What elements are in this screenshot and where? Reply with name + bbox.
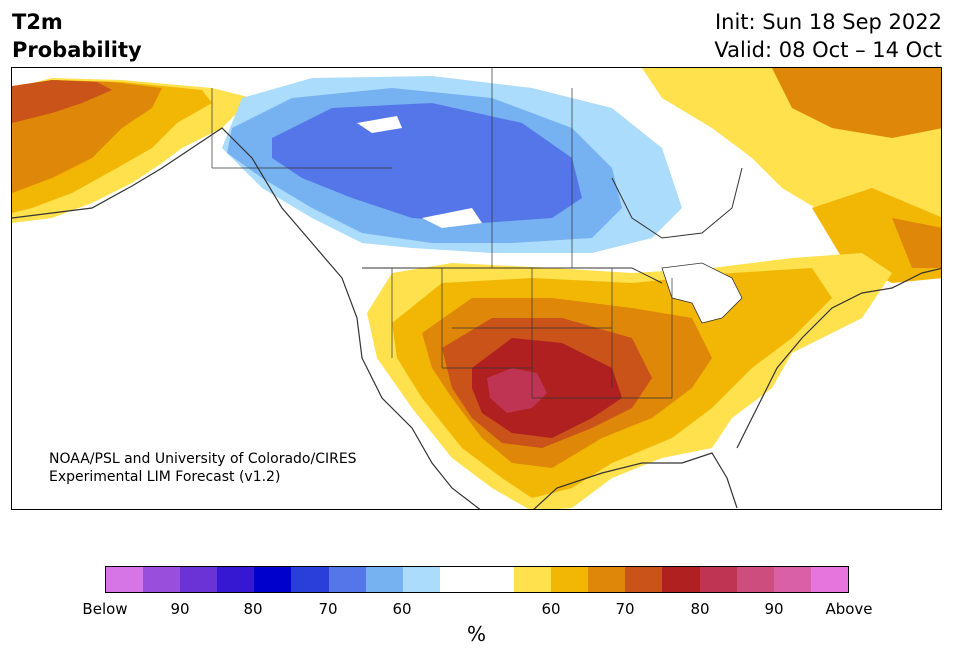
colorbar-segment [143,567,181,592]
colorbar-tick-label: 60 [392,600,412,618]
colorbar-segment [514,567,552,592]
date-info: Init: Sun 18 Sep 2022 Valid: 08 Oct – 14… [714,8,942,64]
colorbar-segment [365,567,403,592]
colorbar-tick-label: Above [825,600,873,618]
alaska-above-75 [12,80,112,123]
colorbar-segment [625,567,663,592]
colorbar-segment [588,567,626,592]
coastline-west [12,127,481,509]
colorbar-segment [217,567,255,592]
title-variable: T2m [12,10,63,34]
colorbar-tick-label: 80 [243,600,263,618]
colorbar-segment [328,567,366,592]
colorbar-tick-label: 80 [690,600,710,618]
colorbar-segment [736,567,774,592]
init-date: Init: Sun 18 Sep 2022 [714,10,942,34]
colorbar-tick-label: 70 [615,600,635,618]
lake-winnipeg [422,208,482,228]
valid-range: Valid: 08 Oct – 14 Oct [714,38,942,62]
coastline-gulf [533,452,738,509]
hudson-bay-coast [611,167,743,239]
credit-line1: NOAA/PSL and University of Colorado/CIRE… [49,451,357,467]
colorbar-segment [180,567,218,592]
colorbar [105,566,849,593]
greenland-above-60 [772,68,941,138]
colorbar-segment [476,567,515,592]
us-canada-border [362,267,663,284]
title-type: Probability [12,38,142,62]
credit-line2: Experimental LIM Forecast (v1.2) [49,469,281,485]
colorbar-tick-label: Below [82,600,128,618]
colorbar-segment [402,567,440,592]
canada-below-70 [272,103,582,223]
us-above-80 [472,338,622,438]
colorbar-segment [439,567,477,592]
colorbar-unit: % [467,622,487,646]
colorbar-segment [551,567,589,592]
map-title: T2m Probability [12,8,142,64]
colorbar-segment [773,567,811,592]
colorbar-segment [254,567,292,592]
colorbar-segment [810,567,848,592]
colorbar-tick-label: 90 [170,600,190,618]
coastline-east [736,267,941,449]
probability-map [11,67,942,510]
great-bear-lake [357,116,402,133]
credit-text: NOAA/PSL and University of Colorado/CIRE… [49,450,357,486]
colorbar-segment [699,567,737,592]
colorbar-segment [106,567,144,592]
great-lakes [661,262,743,324]
colorbar-tick-label: 70 [318,600,338,618]
colorbar-tick-label: 60 [541,600,561,618]
colorbar-segment [662,567,700,592]
newfoundland-above-70 [892,218,941,268]
state-lines [211,68,673,399]
colorbar-segment [291,567,329,592]
colorbar-tick-label: 90 [764,600,784,618]
